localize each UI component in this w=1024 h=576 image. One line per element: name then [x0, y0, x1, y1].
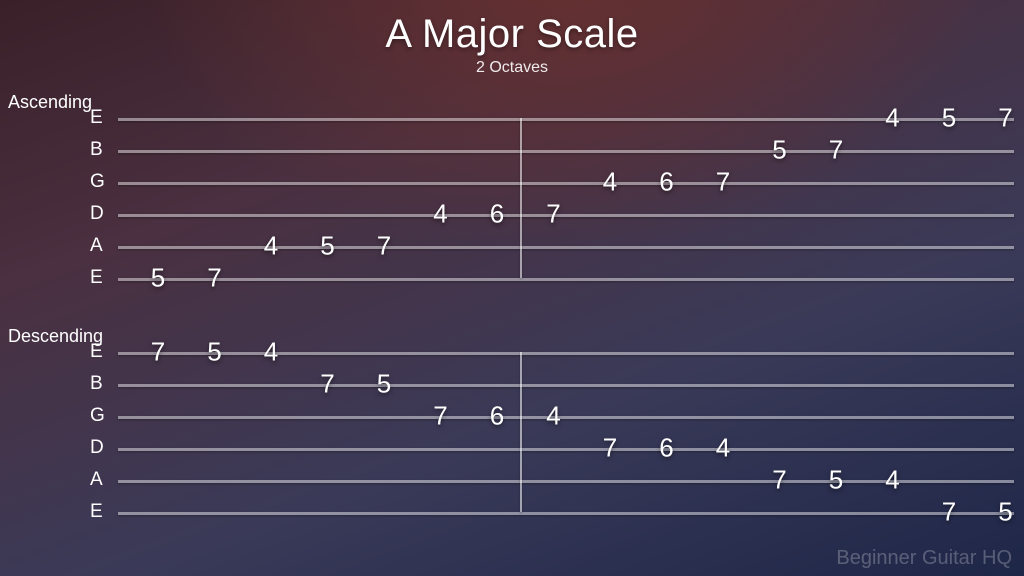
string-label: A: [90, 469, 103, 491]
fret-number: 7: [546, 199, 560, 230]
string-line: [118, 480, 1014, 483]
fret-number: 4: [716, 433, 730, 464]
watermark-text: Beginner Guitar HQ: [836, 547, 1012, 570]
descending-label: Descending: [8, 326, 103, 347]
fret-number: 7: [829, 135, 843, 166]
fret-number: 4: [546, 401, 560, 432]
fret-number: 6: [490, 401, 504, 432]
fret-number: 7: [772, 465, 786, 496]
string-label: E: [90, 341, 103, 363]
string-label: E: [90, 267, 103, 289]
ascending-label: Ascending: [8, 92, 92, 113]
barline: [520, 352, 522, 512]
fret-number: 4: [885, 103, 899, 134]
content-layer: A Major Scale 2 Octaves Ascending EBGDAE…: [0, 0, 1024, 576]
fret-number: 6: [659, 433, 673, 464]
fret-number: 5: [320, 231, 334, 262]
fret-number: 5: [151, 263, 165, 294]
fret-number: 4: [603, 167, 617, 198]
page-subtitle: 2 Octaves: [0, 59, 1024, 77]
ascending-tab-grid: EBGDAE5745746746757457: [90, 118, 1014, 278]
fret-number: 7: [151, 337, 165, 368]
string-label: D: [90, 203, 104, 225]
fret-number: 4: [264, 231, 278, 262]
fret-number: 5: [829, 465, 843, 496]
barline: [520, 118, 522, 278]
string-label: B: [90, 373, 103, 395]
string-label: G: [90, 405, 105, 427]
string-line: [118, 352, 1014, 355]
descending-tab-grid: EBGDAE7547576476475475: [90, 352, 1014, 512]
fret-number: 7: [603, 433, 617, 464]
fret-number: 7: [433, 401, 447, 432]
string-label: A: [90, 235, 103, 257]
string-line: [118, 416, 1014, 419]
fret-number: 4: [885, 465, 899, 496]
fret-number: 5: [772, 135, 786, 166]
fret-number: 5: [377, 369, 391, 400]
fret-number: 7: [377, 231, 391, 262]
fret-number: 6: [490, 199, 504, 230]
fret-number: 7: [998, 103, 1012, 134]
string-line: [118, 182, 1014, 185]
string-label: E: [90, 107, 103, 129]
string-line: [118, 512, 1014, 515]
fret-number: 5: [942, 103, 956, 134]
string-line: [118, 384, 1014, 387]
fret-number: 7: [320, 369, 334, 400]
fret-number: 7: [207, 263, 221, 294]
fret-number: 7: [716, 167, 730, 198]
string-line: [118, 214, 1014, 217]
fret-number: 6: [659, 167, 673, 198]
fret-number: 4: [264, 337, 278, 368]
string-label: E: [90, 501, 103, 523]
string-label: B: [90, 139, 103, 161]
fret-number: 5: [207, 337, 221, 368]
string-line: [118, 150, 1014, 153]
page-title: A Major Scale: [0, 0, 1024, 57]
tab-diagram: A Major Scale 2 Octaves Ascending EBGDAE…: [0, 0, 1024, 576]
string-label: D: [90, 437, 104, 459]
fret-number: 4: [433, 199, 447, 230]
string-label: G: [90, 171, 105, 193]
fret-number: 5: [998, 497, 1012, 528]
fret-number: 7: [942, 497, 956, 528]
string-line: [118, 246, 1014, 249]
string-line: [118, 118, 1014, 121]
string-line: [118, 278, 1014, 281]
string-line: [118, 448, 1014, 451]
